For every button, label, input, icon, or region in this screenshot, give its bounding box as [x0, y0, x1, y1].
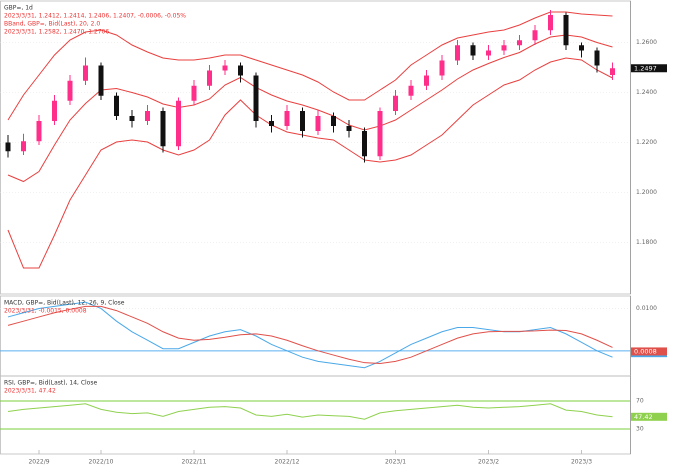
y-tick-label: 1.2400: [636, 89, 657, 96]
candle-body: [67, 80, 73, 101]
candle-body: [300, 111, 305, 131]
x-tick-label: 2023/2: [478, 459, 499, 466]
value-box-label: 47.42: [634, 413, 653, 421]
pane-label: BBand, GBP=, Bid(Last), 20, 2.0: [4, 21, 100, 28]
candle-body: [222, 65, 228, 71]
candle-body: [377, 111, 383, 157]
candle-body: [176, 100, 181, 147]
candle-body: [21, 141, 26, 152]
pane-label: GBP=, 1d: [4, 5, 33, 12]
candle-body: [238, 65, 243, 76]
candle-body: [594, 50, 600, 66]
candle-body: [610, 68, 615, 75]
x-tick-label: 2023/1: [385, 459, 406, 466]
candle-body: [191, 85, 197, 101]
y-tick-label: 1.2200: [636, 139, 657, 146]
x-tick-label: 2022/9: [28, 459, 49, 466]
candle-body: [455, 45, 460, 61]
candle-body: [346, 126, 352, 131]
candle-body: [52, 100, 57, 121]
candle-body: [284, 111, 290, 126]
candle-body: [207, 70, 212, 86]
candle-body: [579, 45, 584, 51]
candle-body: [98, 65, 104, 96]
candle-body: [517, 40, 522, 46]
candle-body: [548, 15, 553, 31]
candle-body: [36, 121, 42, 142]
y-tick-label: 1.1800: [636, 239, 657, 246]
indicator-line: [7, 305, 613, 365]
band-line: [7, 34, 613, 183]
candle-body: [362, 131, 367, 157]
y-tick-label: 1.2600: [636, 39, 657, 46]
candle-body: [331, 116, 336, 126]
candle-body: [253, 75, 259, 121]
candle-body: [160, 111, 166, 147]
value-box-label: 0.0008: [634, 347, 657, 355]
candle-body: [315, 116, 321, 131]
x-tick-label: 2023/3: [571, 459, 592, 466]
indicator-line: [7, 403, 613, 420]
candle-body: [501, 45, 507, 51]
x-tick-label: 2022/10: [89, 459, 114, 466]
candle-body: [269, 121, 274, 126]
pane-label: MACD, GBP=, Bid(Last), 12, 26, 9, Close: [4, 300, 125, 307]
pane-label: 2023/3/31, 1.2582, 1.2470, 1.2706: [4, 29, 109, 36]
y-tick-label: 70: [636, 398, 644, 405]
candle-body: [408, 85, 414, 96]
candle-body: [470, 45, 476, 56]
pane-label: RSI, GBP=, Bid(Last), 14, Close: [4, 380, 97, 387]
candle-body: [563, 15, 569, 46]
band-line: [7, 11, 613, 121]
value-box: [631, 412, 667, 421]
candle-body: [145, 111, 150, 121]
candle-body: [393, 95, 398, 111]
y-tick-label: 0.0100: [636, 305, 657, 312]
candle-body: [532, 30, 538, 41]
candle-body: [114, 95, 119, 116]
y-tick-label: 1.2000: [636, 189, 657, 196]
last-price-label: 1.2497: [634, 64, 657, 72]
candle-body: [83, 65, 88, 81]
candle-body: [5, 142, 11, 152]
x-tick-label: 2022/12: [275, 459, 300, 466]
band-line: [7, 57, 613, 269]
candle-body: [424, 75, 429, 86]
pane-label: 2023/3/31, -0.0015, 0.0008: [4, 308, 87, 315]
candle-body: [439, 60, 445, 76]
last-price-box: [631, 64, 667, 73]
x-tick-label: 2022/11: [182, 459, 207, 466]
value-box: [631, 347, 667, 356]
candle-body: [129, 116, 135, 121]
y-tick-label: 30: [636, 426, 644, 433]
candle-body: [486, 50, 491, 56]
pane-label: 2023/3/31, 47.42: [4, 388, 56, 395]
pane-label: 2023/3/31, 1.2412, 1.2414, 1.2406, 1.240…: [4, 13, 186, 20]
